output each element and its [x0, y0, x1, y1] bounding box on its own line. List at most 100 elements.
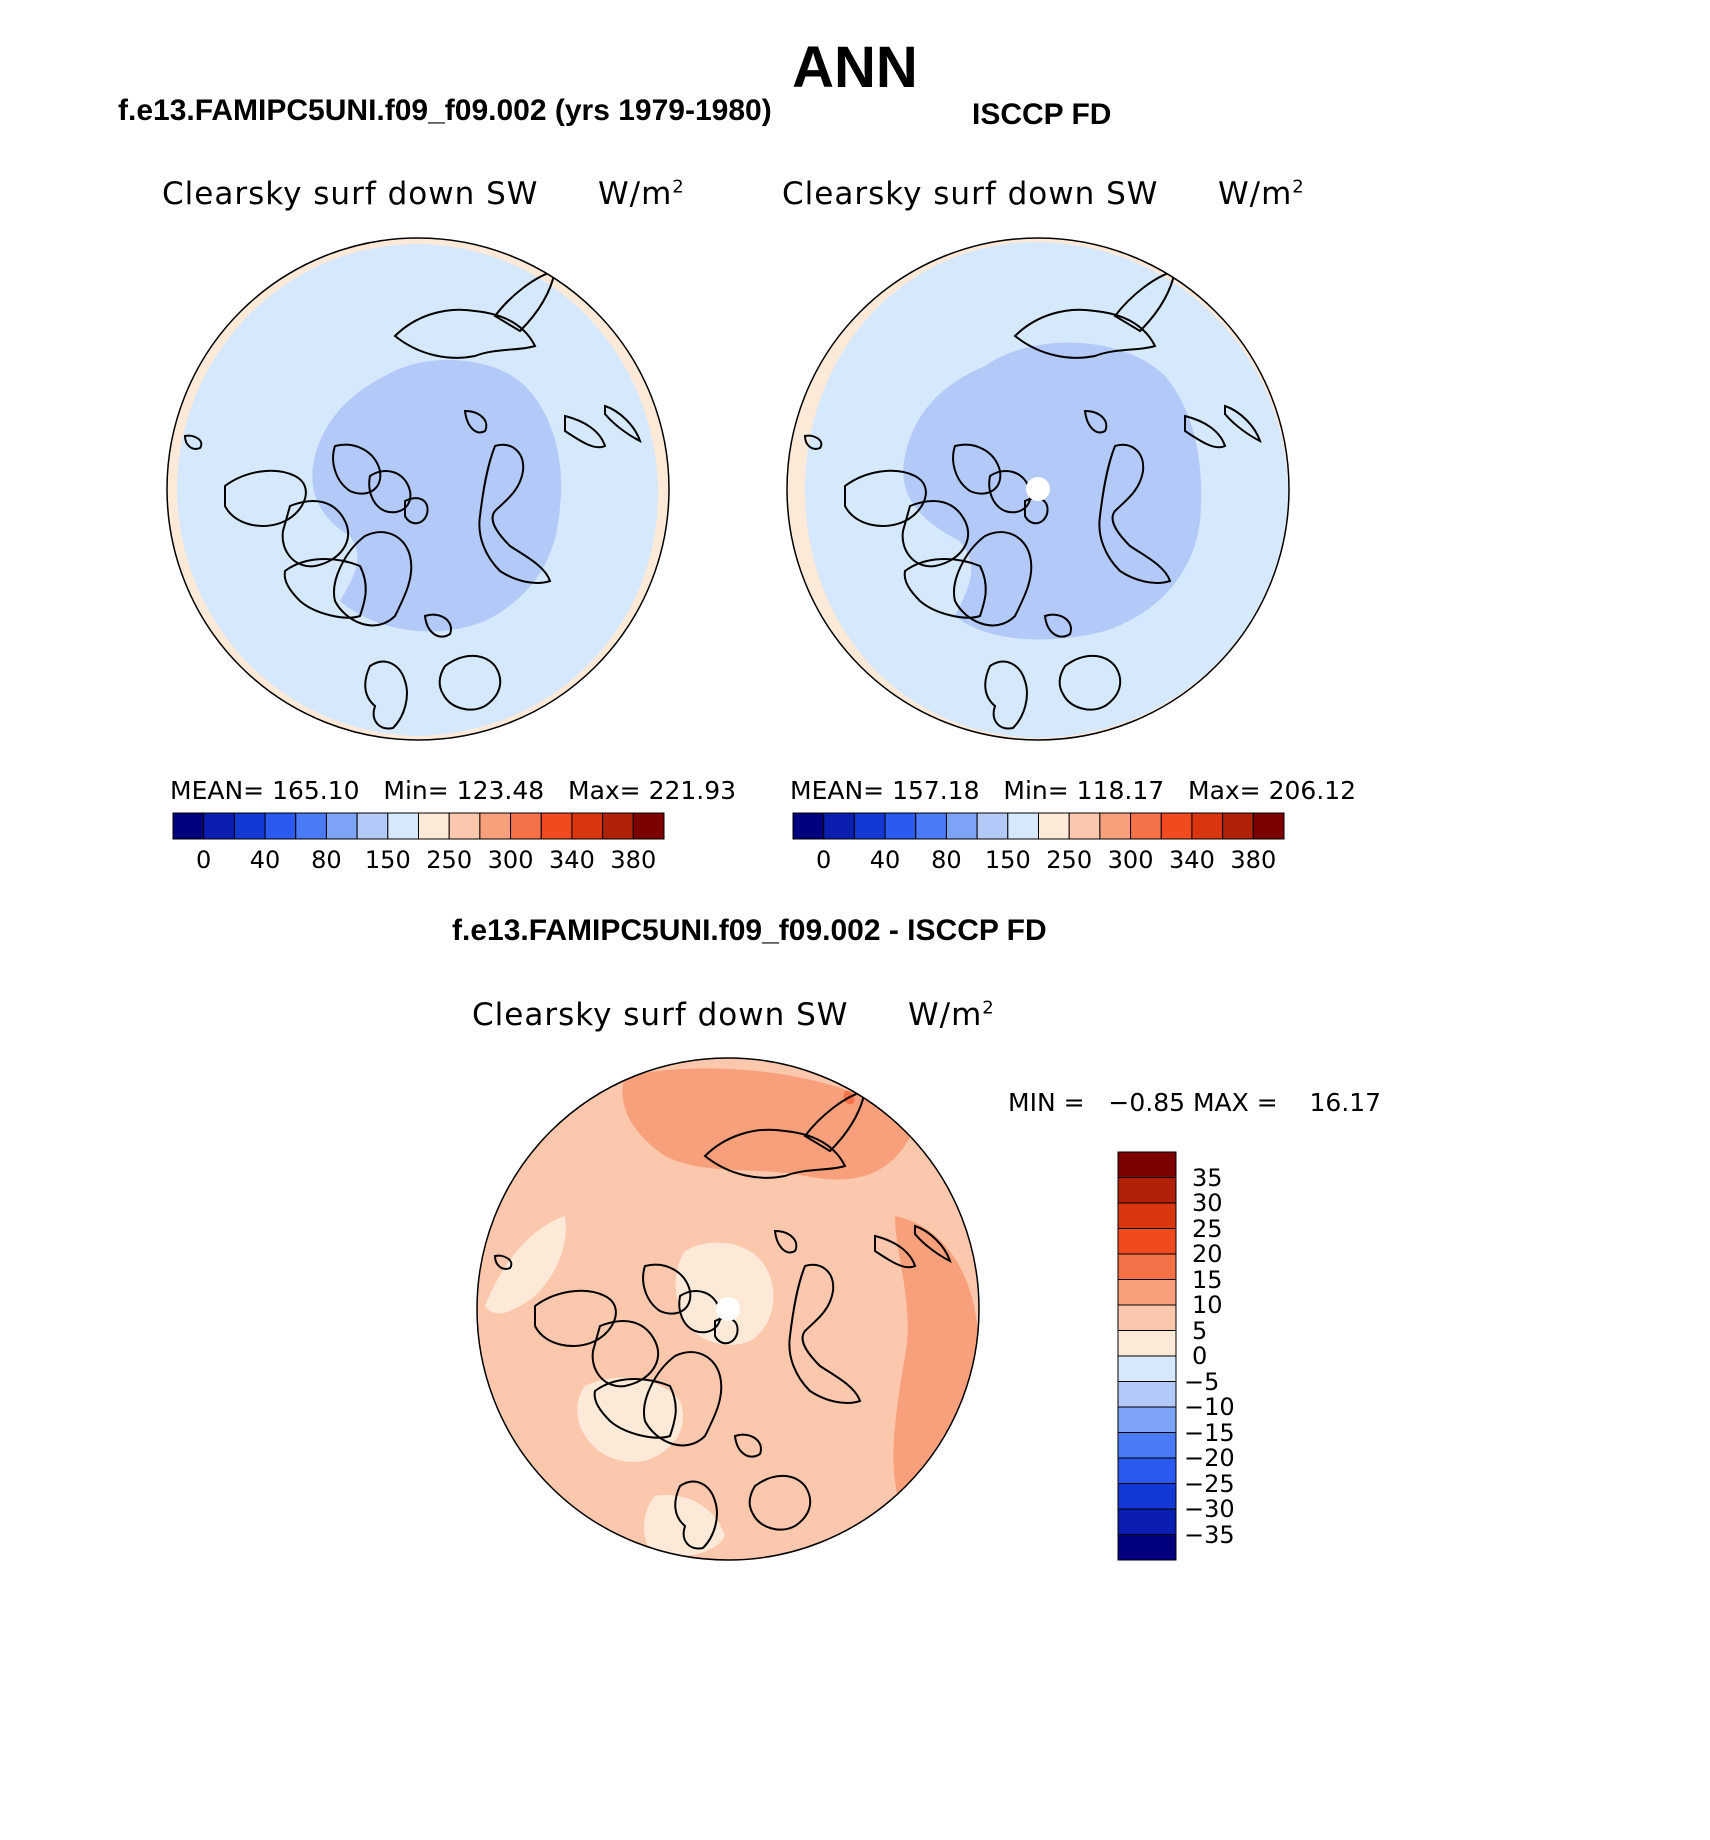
coastline-12	[423, 613, 452, 638]
diff-colorbar-tick-label: 15	[1192, 1265, 1223, 1294]
diff-colorbar	[1117, 1151, 1177, 1561]
coastline-8	[393, 308, 537, 359]
panel2-units: W/m2	[1218, 176, 1305, 212]
diff-colorbar-box-7	[1117, 1304, 1177, 1331]
diff-colorbar-tick-label: −5	[1184, 1367, 1220, 1396]
diff-variable-label: Clearsky surf down SW	[472, 997, 849, 1033]
panel1-min-label: Min=	[383, 776, 449, 805]
coastline-7	[953, 531, 1033, 627]
contour-region-6	[485, 1216, 566, 1314]
diff-colorbar-box-9	[1117, 1355, 1177, 1382]
diff-colorbar-box-1	[1117, 1151, 1177, 1178]
coastlines	[183, 269, 642, 730]
coastline-2	[281, 500, 350, 568]
panel1-polar-map	[166, 237, 670, 741]
diff-colorbar-tick-label: 5	[1192, 1316, 1208, 1345]
panel1-units: W/m2	[598, 176, 685, 212]
coastline-17	[914, 1224, 952, 1263]
diff-colorbar-tick-label: −25	[1184, 1469, 1235, 1498]
coastline-14	[438, 654, 502, 711]
contour-region-2	[893, 1216, 978, 1516]
diff-colorbar-ticks: 35 30 25 20 15 10 5 0 −5 −10 −15 −20 −25 −30 −35	[1184, 1152, 1264, 1560]
coastline-10	[1083, 409, 1108, 434]
colorbar-tick-label: 300	[487, 846, 534, 874]
diff-colorbar-tick-label: −15	[1184, 1418, 1235, 1447]
coastline-12	[1043, 613, 1072, 638]
colorbar-box-16	[632, 812, 665, 840]
colorbar-tick-label: 300	[1107, 846, 1154, 874]
colorbar-tick-label: 0	[196, 846, 212, 874]
coastline-4	[332, 443, 382, 495]
panel2-min-value: 118.17	[1076, 776, 1165, 805]
coastline-13	[984, 660, 1028, 730]
coastline-2	[901, 500, 970, 568]
contour-region-4	[675, 1242, 774, 1345]
coastline-12	[733, 1433, 762, 1458]
panel1-max-value: 221.93	[648, 776, 737, 805]
colorbar-box-1	[792, 812, 825, 840]
panel2-colorbar-ticks: 0 40 80 150 250 300 340 380	[793, 846, 1284, 876]
colorbar-tick-label: 150	[364, 846, 411, 874]
contour-region-2	[312, 359, 562, 632]
main-title: ANN	[792, 35, 918, 100]
diff-colorbar-box-4	[1117, 1228, 1177, 1255]
coastline-14	[1058, 654, 1122, 711]
panel1-subtitle: f.e13.FAMIPC5UNI.f09_f09.002 (yrs 1979-1…	[118, 94, 772, 127]
panel1-min-value: 123.48	[456, 776, 545, 805]
colorbar-box-9	[418, 812, 450, 840]
diff-colorbar-tick-label: 30	[1192, 1189, 1223, 1217]
coastline-11	[1098, 443, 1172, 584]
coastline-2	[591, 1320, 660, 1388]
colorbar-box-1	[172, 812, 205, 840]
coastline-7	[643, 1351, 723, 1447]
colorbar-box-7	[976, 812, 1009, 840]
contour-region-1	[622, 1068, 915, 1180]
diff-subtitle: f.e13.FAMIPC5UNI.f09_f09.002 - ISCCP FD	[452, 914, 1047, 947]
colorbar-box-8	[387, 812, 419, 840]
colorbar-box-2	[203, 812, 235, 840]
panel2-subtitle: ISCCP FD	[972, 98, 1112, 131]
coastline-16	[493, 1254, 513, 1270]
diff-colorbar-tick-label: 10	[1192, 1291, 1223, 1319]
diff-colorbar-box-13	[1117, 1457, 1177, 1484]
colorbar-box-3	[853, 812, 886, 840]
colorbar-box-11	[1099, 812, 1132, 840]
colorbar-box-8	[1007, 812, 1039, 840]
colorbar-box-15	[602, 812, 634, 840]
diff-colorbar-tick-label: 25	[1192, 1214, 1223, 1243]
contour-region-5	[577, 1377, 684, 1462]
map-border	[166, 237, 670, 741]
colorbar-tick-label: 250	[426, 846, 473, 874]
coastline-8	[1013, 308, 1157, 359]
diff-colorbar-box-11	[1117, 1406, 1177, 1433]
colorbar-box-10	[448, 812, 481, 840]
colorbar-tick-label: 340	[549, 846, 595, 874]
map-border	[476, 1057, 980, 1561]
panel1-max-label: Max=	[568, 776, 641, 805]
diff-colorbar-tick-label: −20	[1184, 1444, 1235, 1472]
coastline-10	[773, 1229, 798, 1254]
diff-max-label: MAX =	[1192, 1088, 1278, 1117]
colorbar-box-2	[823, 812, 855, 840]
panel2-max-value: 206.12	[1268, 776, 1357, 805]
diff-colorbar-box-14	[1117, 1483, 1177, 1510]
diff-colorbar-tick-label: 20	[1192, 1240, 1223, 1268]
diff-min-value: −0.85	[1108, 1088, 1186, 1117]
colorbar-box-13	[540, 812, 573, 840]
diff-colorbar-box-16	[1117, 1534, 1177, 1561]
coastline-3	[283, 558, 367, 619]
coastline-3	[903, 558, 987, 619]
coastline-15	[874, 1234, 917, 1269]
colorbar-box-6	[945, 812, 978, 840]
panel2-mean-label: MEAN=	[790, 776, 885, 805]
colorbar-tick-label: 380	[1230, 846, 1277, 874]
panel2-min-label: Min=	[1003, 776, 1069, 805]
colorbar-tick-label: 250	[1046, 846, 1093, 874]
panel1-mean-value: 165.10	[272, 776, 360, 805]
diff-colorbar-box-6	[1117, 1279, 1177, 1306]
diff-colorbar-box-8	[1117, 1330, 1177, 1357]
panel2-mean-value: 157.18	[892, 776, 980, 805]
colorbar-box-4	[264, 812, 297, 840]
colorbar-tick-label: 340	[1169, 846, 1215, 874]
colorbar-box-12	[510, 812, 542, 840]
